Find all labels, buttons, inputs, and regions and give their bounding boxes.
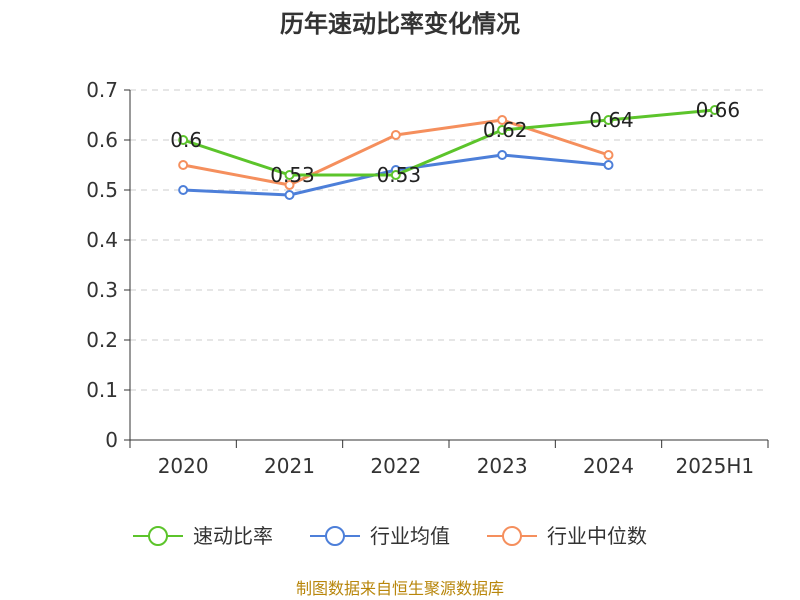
legend-label: 速动比率 [193, 524, 273, 548]
data-labels: 0.6 0.53 0.53 0.62 0.64 0.66 [170, 98, 740, 187]
legend-marker [502, 526, 522, 546]
data-label: 0.66 [696, 98, 741, 122]
legend-label: 行业均值 [370, 524, 450, 548]
y-tick-label: 0.2 [86, 328, 118, 352]
y-tick-label: 0.7 [86, 78, 118, 102]
legend-item[interactable]: 行业均值 [310, 524, 450, 548]
data-point [497, 150, 508, 160]
data-point [497, 115, 508, 125]
y-tick-label: 0.6 [86, 128, 118, 152]
legend-item[interactable]: 行业中位数 [487, 524, 647, 548]
data-label: 0.64 [589, 108, 634, 132]
x-tick-label: 2023 [477, 454, 528, 478]
legend[interactable]: 速动比率 行业均值 行业中位数 [133, 524, 647, 548]
data-label: 0.6 [170, 128, 202, 152]
data-point [497, 125, 508, 135]
source-note: 制图数据来自恒生聚源数据库 [296, 579, 504, 598]
data-point [603, 150, 614, 160]
legend-marker [325, 526, 345, 546]
x-tick-label: 2021 [264, 454, 315, 478]
y-tick-label: 0.3 [86, 278, 118, 302]
data-point [603, 160, 614, 170]
chart-title: 历年速动比率变化情况 [280, 10, 520, 38]
data-point [178, 135, 189, 145]
data-point [284, 190, 295, 200]
data-label: 0.53 [377, 163, 422, 187]
series-line [182, 108, 715, 177]
legend-marker [148, 526, 168, 546]
data-point [390, 130, 401, 140]
data-point [709, 105, 720, 115]
data-point [284, 170, 295, 180]
axes: 0 0.1 0.2 0.3 0.4 0.5 0.6 0.7 2020 2021 2022 2023 20… [86, 78, 769, 478]
y-tick-label: 0.1 [86, 378, 118, 402]
x-tick-label: 2022 [370, 454, 421, 478]
y-tick-label: 0.5 [86, 178, 118, 202]
data-label: 0.62 [483, 118, 528, 142]
x-tick-label: 2020 [158, 454, 209, 478]
data-point [603, 115, 614, 125]
data-label: 0.53 [270, 163, 315, 187]
data-point [178, 160, 189, 170]
data-point [284, 180, 295, 190]
grid [130, 89, 768, 391]
data-point [178, 185, 189, 195]
data-point [390, 170, 401, 180]
y-tick-label: 0.4 [86, 228, 118, 252]
legend-item[interactable]: 速动比率 [133, 524, 273, 548]
legend-label: 行业中位数 [547, 524, 647, 548]
y-tick-label: 0 [105, 428, 118, 452]
series [178, 105, 720, 200]
x-tick-label: 2025H1 [675, 454, 754, 478]
x-tick-label: 2024 [583, 454, 634, 478]
